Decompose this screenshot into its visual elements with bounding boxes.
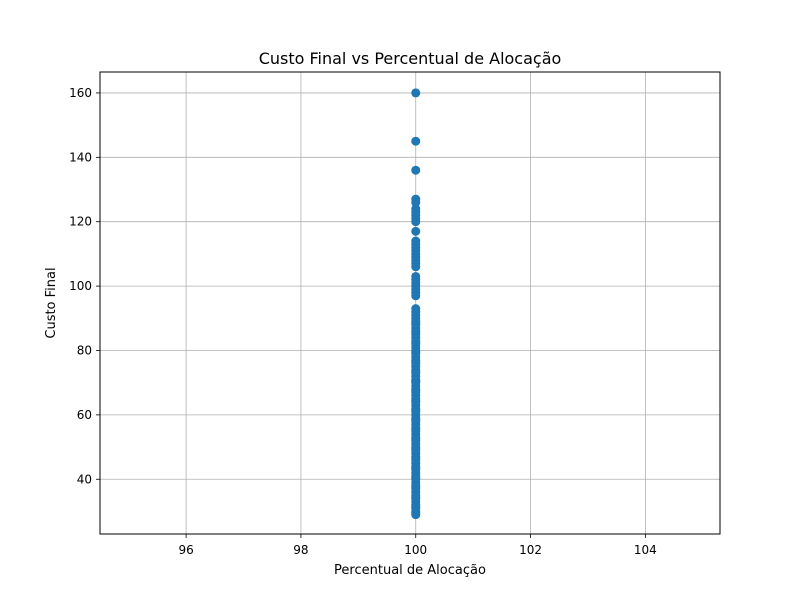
chart-title: Custo Final vs Percentual de Alocação	[259, 49, 562, 68]
data-point	[411, 165, 421, 175]
data-point	[411, 347, 421, 357]
data-point	[411, 482, 421, 492]
y-axis-label: Custo Final	[44, 267, 59, 338]
data-point	[411, 136, 421, 146]
y-tick-label: 100	[69, 279, 92, 293]
data-point	[411, 395, 421, 405]
data-point	[411, 357, 421, 367]
data-point	[411, 318, 421, 328]
data-point	[411, 444, 421, 454]
y-tick-label: 160	[69, 86, 92, 100]
x-axis-label: Percentual de Alocação	[334, 563, 486, 578]
ticks-layer: 96 98 100 102 104 40 60 80 100 120 140 160	[69, 86, 657, 557]
data-point	[411, 424, 421, 434]
x-tick-label: 100	[404, 543, 427, 557]
y-tick-label: 60	[77, 408, 92, 422]
data-point	[411, 473, 421, 483]
grid-layer	[100, 72, 720, 534]
data-point	[411, 366, 421, 376]
data-point	[411, 328, 421, 338]
data-point	[411, 386, 421, 396]
data-point	[411, 453, 421, 463]
data-point	[411, 88, 421, 98]
y-tick-label: 40	[77, 472, 92, 486]
points-layer	[411, 88, 421, 520]
data-point	[411, 415, 421, 425]
x-tick-label: 96	[178, 543, 193, 557]
x-tick-label: 104	[634, 543, 657, 557]
data-point	[411, 197, 421, 207]
data-point	[411, 262, 421, 272]
data-point	[411, 492, 421, 502]
x-tick-label: 102	[519, 543, 542, 557]
data-point	[411, 337, 421, 347]
data-point	[411, 502, 421, 512]
data-point	[411, 226, 421, 236]
data-point	[411, 508, 421, 518]
data-point	[411, 463, 421, 473]
y-tick-label: 140	[69, 150, 92, 164]
y-tick-label: 120	[69, 215, 92, 229]
data-point	[411, 405, 421, 415]
data-point	[411, 376, 421, 386]
axes-frame	[99, 71, 721, 535]
y-tick-label: 80	[77, 343, 92, 357]
data-point	[411, 217, 421, 227]
data-point	[411, 291, 421, 301]
data-point	[411, 434, 421, 444]
x-tick-label: 98	[293, 543, 308, 557]
